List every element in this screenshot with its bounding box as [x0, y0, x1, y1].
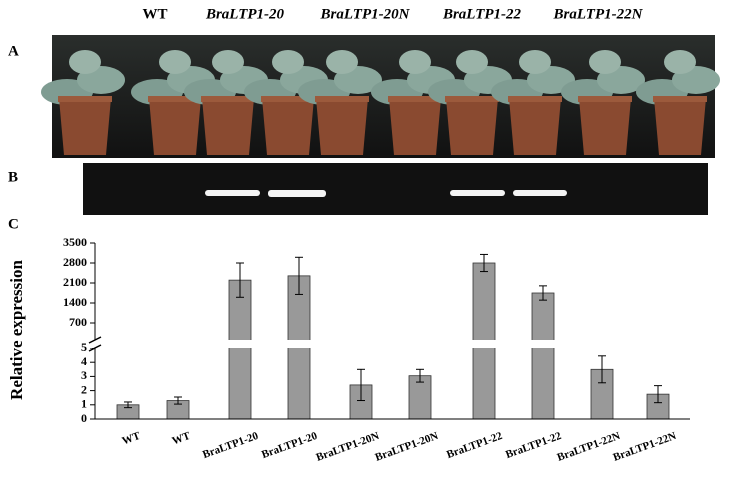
gel-image [83, 163, 708, 215]
pot [59, 98, 111, 155]
break-mark [88, 344, 102, 352]
x-tick-label: BraLTP1-20 [201, 430, 260, 461]
pot-rim [58, 96, 112, 102]
pot-rim [578, 96, 632, 102]
leaf [272, 50, 304, 74]
error-bar [295, 256, 303, 295]
break-mark [88, 336, 102, 344]
error-bar [416, 368, 424, 383]
band [205, 190, 260, 196]
pot [509, 98, 561, 155]
column-label: WT [142, 6, 167, 22]
pot [149, 98, 201, 155]
pot [446, 98, 498, 155]
pot-rim [261, 96, 315, 102]
leaf [326, 50, 358, 74]
y-tick-label: 3500 [63, 235, 87, 249]
x-tick-label: BraLTP1-20 [260, 430, 319, 461]
pot-rim [445, 96, 499, 102]
x-tick-label: WT [171, 430, 193, 448]
x-tick-label: WT [121, 430, 143, 448]
leaf [519, 50, 551, 74]
column-label: BraLTP1-22 [442, 6, 522, 22]
leaf [69, 50, 101, 74]
axis-break [89, 340, 690, 348]
pot-rim [653, 96, 707, 102]
y-axis-label: Relative expression [7, 259, 26, 399]
plants [41, 50, 720, 155]
column-label: BraLTP1-22N [553, 6, 644, 22]
y-tick-label: 2 [81, 382, 87, 396]
x-tick-label: BraLTP1-20N [315, 430, 381, 464]
pot [316, 98, 368, 155]
bar [531, 292, 555, 420]
y-tick-label: 1 [81, 397, 87, 411]
pot [654, 98, 706, 155]
error-bar [124, 401, 132, 409]
y-tick-label: 3 [81, 368, 87, 382]
x-tick-label: BraLTP1-22N [556, 430, 622, 464]
pot [579, 98, 631, 155]
pot-rim [201, 96, 255, 102]
error-bar [539, 285, 547, 301]
x-tick-label: BraLTP1-22 [445, 430, 504, 461]
error-bar [236, 262, 244, 298]
leaf [159, 50, 191, 74]
y-tick-label: 700 [69, 315, 87, 329]
leaf [664, 50, 696, 74]
pot-rim [508, 96, 562, 102]
panel-label: C [8, 216, 19, 232]
error-bar [480, 253, 488, 273]
column-label: BraLTP1-20 [205, 6, 285, 22]
x-tick-label: BraLTP1-20N [374, 430, 440, 464]
y-tick-label: 2100 [63, 275, 87, 289]
leaf [212, 50, 244, 74]
x-tick-label: BraLTP1-22N [612, 430, 678, 464]
band [450, 190, 505, 196]
pot-rim [315, 96, 369, 102]
pot [202, 98, 254, 155]
leaf [589, 50, 621, 74]
pot-rim [388, 96, 442, 102]
y-tick-label: 1400 [63, 295, 87, 309]
bar [228, 279, 252, 420]
y-tick-label: 4 [81, 354, 87, 368]
band [268, 190, 326, 197]
panel-label: B [8, 169, 18, 185]
y-tick-label: 5 [81, 340, 87, 354]
panel-label: A [8, 43, 19, 59]
y-tick-label: 2800 [63, 255, 87, 269]
band [513, 190, 567, 196]
leaf [456, 50, 488, 74]
error-bar [654, 385, 662, 404]
error-bar [357, 368, 365, 402]
error-bar [598, 355, 606, 384]
x-tick-label: BraLTP1-22 [504, 430, 563, 461]
column-label: BraLTP1-20N [320, 6, 411, 22]
y-tick-label: 0 [81, 411, 87, 425]
pot [389, 98, 441, 155]
leaf [399, 50, 431, 74]
error-bar [174, 396, 182, 405]
gel-bands [205, 190, 567, 197]
pot [262, 98, 314, 155]
pot-rim [148, 96, 202, 102]
